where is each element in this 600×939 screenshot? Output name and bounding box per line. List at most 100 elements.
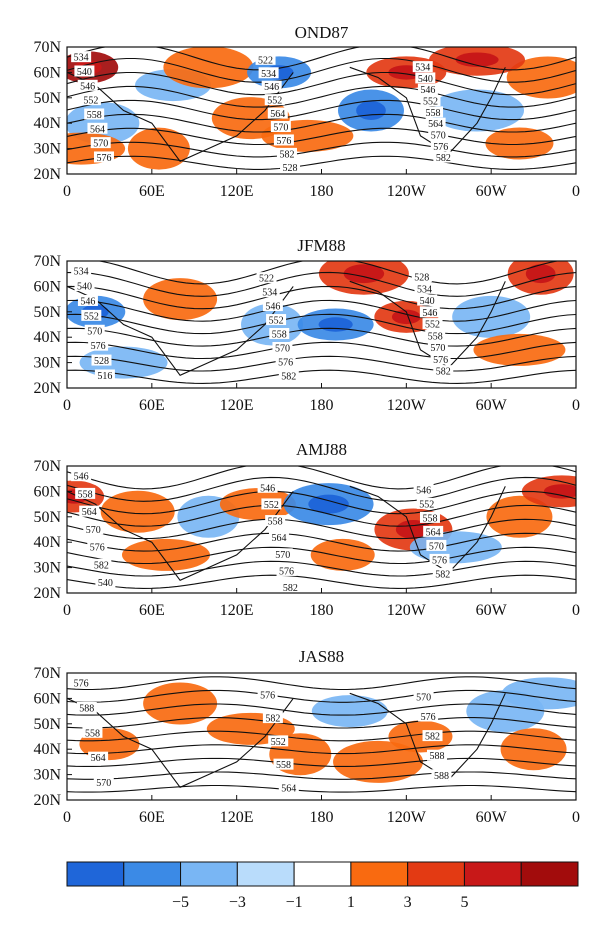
contour-label-bg bbox=[81, 309, 102, 321]
x-tick-label: 120W bbox=[387, 602, 427, 619]
contour-label: 588 bbox=[429, 751, 444, 762]
y-tick-label: 70N bbox=[33, 39, 61, 56]
contour-label-bg bbox=[430, 140, 451, 152]
contour-label: 576 bbox=[276, 136, 291, 147]
contour-label-bg bbox=[417, 294, 438, 306]
contour-label-bg bbox=[90, 137, 111, 149]
contour-label-bg bbox=[267, 107, 288, 119]
contour-label: 570 bbox=[430, 343, 445, 354]
contour-label-bg bbox=[88, 751, 109, 763]
contour-label-bg bbox=[257, 688, 278, 700]
colorbar-tick-label: −1 bbox=[286, 894, 303, 911]
contour-label-bg bbox=[93, 776, 114, 788]
anomaly-pos-blob bbox=[143, 682, 218, 725]
colorbar-segment bbox=[293, 861, 352, 887]
contour-label-bg bbox=[419, 511, 440, 523]
contour-label-bg bbox=[413, 690, 434, 702]
contour-label: 582 bbox=[425, 732, 440, 743]
contour-label-bg bbox=[74, 65, 95, 77]
contour-line bbox=[67, 689, 576, 703]
contour-line bbox=[96, 261, 561, 285]
x-tick-label: 60W bbox=[476, 809, 508, 826]
contour-label-bg bbox=[433, 151, 454, 163]
contour-label: 558 bbox=[428, 331, 443, 342]
contour-line bbox=[67, 546, 576, 565]
contour-label-bg bbox=[80, 94, 101, 106]
contour-label: 582 bbox=[283, 583, 298, 594]
contour-label-bg bbox=[418, 710, 439, 722]
contour-label-bg bbox=[272, 548, 293, 560]
contour-label: 588 bbox=[79, 703, 94, 714]
x-tick-label: 0 bbox=[63, 809, 71, 826]
anomaly-pos-blob bbox=[127, 127, 190, 170]
contour-label-bg bbox=[415, 72, 436, 84]
y-tick-label: 60N bbox=[33, 690, 61, 707]
contour-label-bg bbox=[87, 541, 108, 553]
contour-label: 582 bbox=[436, 153, 451, 164]
contour-label: 570 bbox=[96, 778, 111, 789]
contour-label: 546 bbox=[80, 81, 95, 92]
contour-label-bg bbox=[412, 61, 433, 73]
contour-label: 576 bbox=[96, 153, 111, 164]
contour-label: 570 bbox=[431, 130, 446, 141]
colorbar-segment bbox=[236, 861, 295, 887]
colorbar-segment bbox=[350, 861, 409, 887]
contour-line bbox=[67, 717, 576, 729]
x-tick-label: 120E bbox=[220, 397, 254, 414]
contour-label-bg bbox=[413, 483, 434, 495]
contour-label-bg bbox=[82, 726, 103, 738]
contour-line bbox=[67, 155, 576, 170]
contour-label-bg bbox=[278, 781, 299, 793]
contour-line bbox=[67, 327, 576, 347]
contour-label: 546 bbox=[264, 82, 279, 93]
anomaly-neg-blob bbox=[452, 295, 531, 338]
contour-label: 576 bbox=[260, 690, 275, 701]
contour-label-bg bbox=[417, 83, 438, 95]
contour-label: 564 bbox=[90, 124, 105, 135]
x-tick-label: 60W bbox=[476, 397, 508, 414]
contour-label-bg bbox=[280, 581, 301, 593]
contour-label: 546 bbox=[422, 308, 437, 319]
contour-label-bg bbox=[280, 161, 301, 173]
contour-label-bg bbox=[74, 280, 95, 292]
contour-label: 576 bbox=[433, 355, 448, 366]
colorbar-tick-label: 1 bbox=[347, 894, 355, 911]
anomaly-core-blob bbox=[308, 494, 349, 514]
anomaly-core-blob bbox=[356, 101, 386, 120]
contour-label: 582 bbox=[279, 149, 294, 160]
contour-label: 576 bbox=[90, 543, 105, 554]
contour-label-bg bbox=[95, 576, 116, 588]
contour-label: 546 bbox=[265, 302, 280, 313]
contour-label-bg bbox=[426, 749, 447, 761]
contour-line bbox=[67, 504, 576, 527]
panel-title: JFM88 bbox=[297, 236, 345, 255]
contour-label-bg bbox=[431, 769, 452, 781]
y-tick-label: 50N bbox=[33, 716, 61, 733]
y-tick-label: 30N bbox=[33, 560, 61, 577]
contour-label-bg bbox=[266, 314, 287, 326]
contour-label-bg bbox=[414, 282, 435, 294]
panel-title: JAS88 bbox=[299, 647, 344, 666]
contour-label: 540 bbox=[98, 578, 113, 589]
contour-line bbox=[67, 127, 576, 146]
y-tick-label: 50N bbox=[33, 90, 61, 107]
x-tick-label: 180 bbox=[310, 397, 334, 414]
anomaly-core-blob bbox=[543, 484, 576, 499]
panel-title: AMJ88 bbox=[296, 440, 347, 459]
contour-label: 582 bbox=[281, 371, 296, 382]
contour-label-bg bbox=[275, 355, 296, 367]
x-tick-label: 120E bbox=[220, 602, 254, 619]
anomaly-pos-blob bbox=[163, 47, 254, 89]
contour-line bbox=[67, 466, 576, 490]
contour-label: 570 bbox=[86, 525, 101, 536]
contour-label: 558 bbox=[87, 110, 102, 121]
y-tick-label: 20N bbox=[33, 166, 61, 183]
contour-line bbox=[67, 299, 576, 322]
contour-label-bg bbox=[264, 94, 285, 106]
contour-label: 570 bbox=[275, 343, 290, 354]
contour-line bbox=[67, 744, 576, 755]
x-tick-label: 120W bbox=[387, 809, 427, 826]
contour-label: 528 bbox=[94, 356, 109, 367]
contour-label-bg bbox=[84, 108, 105, 120]
anomaly-core-blob bbox=[525, 264, 556, 284]
